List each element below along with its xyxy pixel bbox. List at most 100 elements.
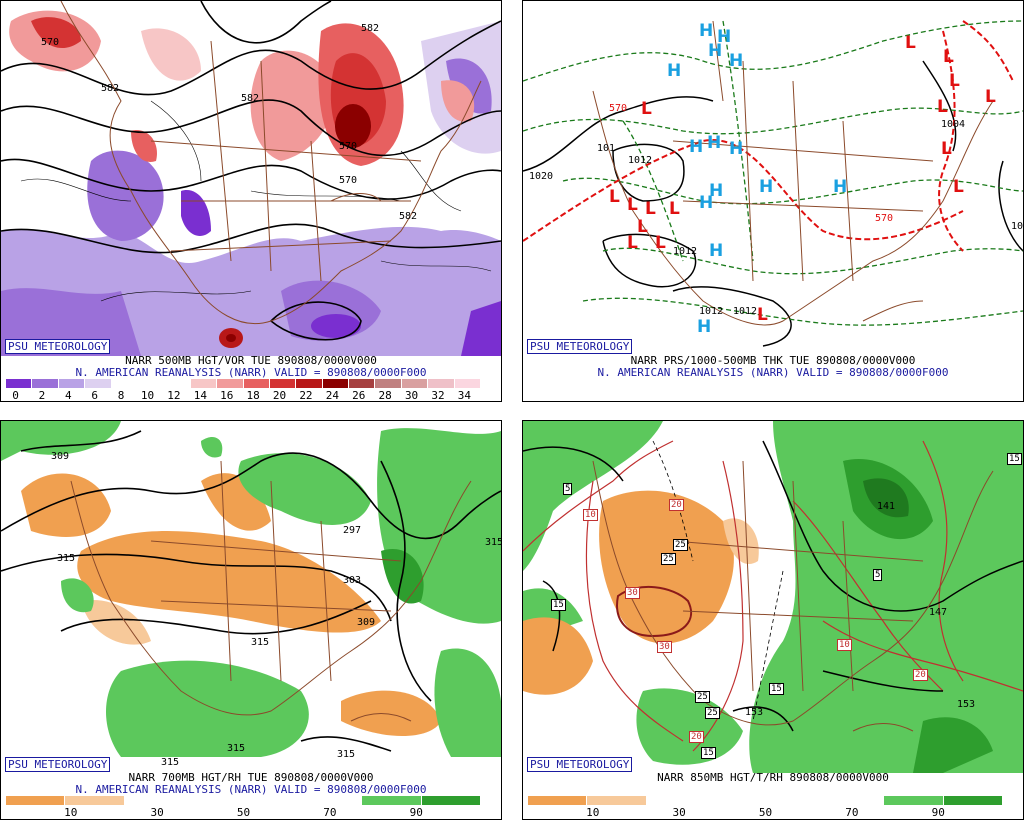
colorbar-swatch	[421, 796, 481, 805]
colorbar-swatch	[6, 379, 33, 388]
high-pressure-marker: H	[709, 181, 724, 201]
colorbar-tick-label: 2	[38, 389, 46, 402]
tl-contour-label: 582	[241, 93, 259, 104]
br-box-label: 25	[661, 553, 676, 565]
br-box-label: 5	[563, 483, 573, 495]
bl-contour-label: 303	[343, 575, 361, 586]
colorbar-tick-label: 34	[457, 389, 471, 402]
low-pressure-marker: L	[941, 139, 952, 159]
br-contour-label: 153	[957, 699, 975, 710]
colorbar-swatch	[362, 796, 422, 805]
colorbar-tick-label: 4	[64, 389, 72, 402]
panel-850mb-temperature-humidity: 141 147 153 153 5 10 20 25 25 30 30 25 2…	[522, 420, 1024, 820]
bl-colorbar-ticks: 10 30 50 70 90	[6, 806, 481, 819]
colorbar-swatch	[85, 379, 112, 388]
colorbar-tick-label: 16	[220, 389, 234, 402]
high-pressure-marker: H	[759, 177, 774, 197]
br-contour-label: 141	[877, 501, 895, 512]
high-pressure-marker: H	[699, 193, 714, 213]
colorbar-tick-label: 32	[431, 389, 445, 402]
colorbar-swatch	[124, 796, 185, 805]
colorbar-swatch	[137, 379, 165, 388]
high-pressure-marker: H	[717, 27, 732, 47]
colorbar-swatch	[322, 379, 350, 388]
colorbar-tick-label: 6	[91, 389, 99, 402]
br-box-label: 30	[657, 641, 672, 653]
colorbar-tick-label: 10	[586, 806, 600, 819]
high-pressure-marker: H	[667, 61, 682, 81]
low-pressure-marker: L	[905, 33, 916, 53]
colorbar-swatch	[6, 796, 66, 805]
br-box-label: 5	[873, 569, 883, 581]
colorbar-swatch	[58, 379, 86, 388]
colorbar-tick-label: 50	[758, 806, 773, 819]
tr-caption-valid: N. AMERICAN REANALYSIS (NARR) VALID = 89…	[597, 366, 949, 379]
low-pressure-marker: L	[985, 87, 996, 107]
low-pressure-marker: L	[641, 99, 652, 119]
tl-contour-label: 582	[361, 23, 379, 34]
colorbar-swatch	[428, 379, 455, 388]
colorbar-tick-label: 70	[323, 806, 337, 819]
br-box-label: 10	[837, 639, 852, 651]
bl-contour-label: 309	[51, 451, 69, 462]
tl-contour-label: 570	[41, 37, 59, 48]
colorbar-swatch	[454, 379, 482, 388]
br-box-label: 20	[913, 669, 928, 681]
colorbar-swatch	[296, 379, 323, 388]
colorbar-tick-label: 12	[167, 389, 181, 402]
colorbar-tick-label: 22	[299, 389, 313, 402]
tr-caption-title: NARR PRS/1000-500MB THK TUE 890808/0000V…	[630, 354, 916, 367]
psu-meteorology-badge: PSU METEOROLOGY	[5, 757, 111, 772]
colorbar-swatch	[706, 796, 766, 805]
colorbar-swatch	[302, 796, 363, 805]
high-pressure-marker: H	[699, 21, 714, 41]
map-500mb: 570 582 582 570 582 570 582	[1, 1, 501, 356]
high-pressure-marker: H	[707, 133, 722, 153]
low-pressure-marker: L	[637, 217, 648, 237]
colorbar-swatch	[587, 796, 647, 805]
colorbar-tick-label: 10	[140, 389, 155, 402]
colorbar-swatch	[184, 796, 244, 805]
tl-caption-title: NARR 500MB HGT/VOR TUE 890808/0000V000	[125, 354, 377, 367]
high-pressure-marker: H	[697, 317, 712, 337]
colorbar-tick-label: 30	[150, 806, 164, 819]
colorbar-tick-label: 90	[931, 806, 945, 819]
colorbar-swatch	[217, 379, 244, 388]
br-box-label: 30	[625, 587, 640, 599]
colorbar-swatch	[401, 379, 429, 388]
colorbar-swatch	[884, 796, 944, 805]
br-box-label: 10	[583, 509, 598, 521]
tl-colorbar-ticks: 0 2 4 6 8 10 12 14 16 18 20 22 24 26 28 30 32 34	[6, 389, 481, 401]
panel-pressure-thickness: 1020 1012 1012 1012 1012 1004 101 101 57…	[522, 0, 1024, 402]
bl-contour-label: 315	[251, 637, 269, 648]
low-pressure-marker: L	[609, 187, 620, 207]
colorbar-swatch	[943, 796, 1003, 805]
panel-500mb-vorticity: 570 582 582 570 582 570 582 PSU METEOROL…	[0, 0, 502, 402]
tr-contour-label: 570	[875, 213, 893, 224]
tl-contour-label: 570	[339, 175, 357, 186]
colorbar-tick-label: 90	[409, 806, 423, 819]
colorbar-tick-label: 0	[12, 389, 19, 402]
bl-contour-label: 315	[227, 743, 245, 754]
br-caption-title: NARR 850MB HGT/T/RH 890808/0000V000	[657, 771, 889, 784]
high-pressure-marker: H	[729, 51, 744, 71]
low-pressure-marker: L	[627, 233, 638, 253]
br-box-label: 25	[705, 707, 720, 719]
colorbar-tick-label: 30	[672, 806, 686, 819]
colorbar-tick-label: 10	[64, 806, 78, 819]
high-pressure-marker: H	[833, 177, 848, 197]
tr-contour-label: 1012	[699, 306, 723, 317]
high-pressure-marker: H	[709, 241, 724, 261]
colorbar-tick-label: 20	[272, 389, 287, 402]
colorbar-swatch	[824, 796, 885, 805]
colorbar-tick-label: 30	[404, 389, 419, 402]
panel-700mb-humidity: 309 315 297 303 309 315 315 315 315 315 …	[0, 420, 502, 820]
colorbar-tick-label: 14	[193, 389, 207, 402]
colorbar-swatch	[164, 379, 191, 388]
br-box-label: 15	[769, 683, 784, 695]
bl-contour-label: 315	[161, 757, 179, 768]
bl-contour-label: 315	[485, 537, 501, 548]
tr-contour-label: 1012	[673, 246, 697, 257]
br-box-label: 15	[551, 599, 566, 611]
low-pressure-marker: L	[655, 233, 666, 253]
